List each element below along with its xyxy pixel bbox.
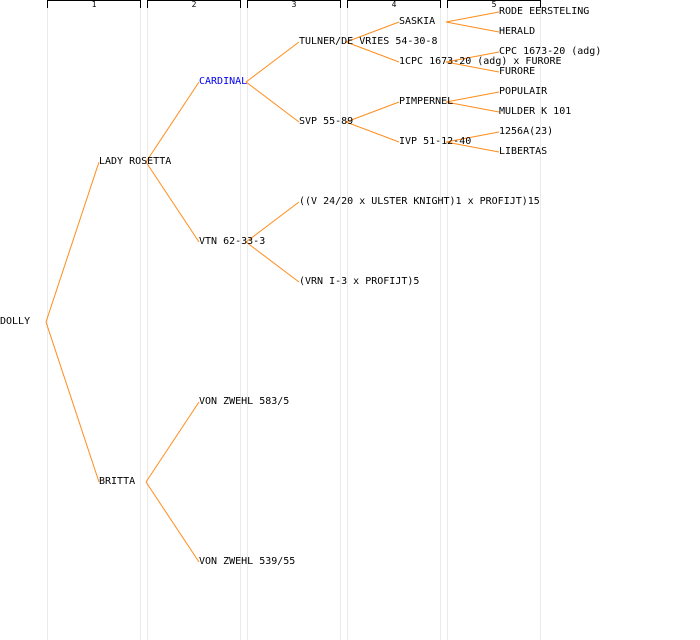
generation-column-4: [347, 0, 441, 640]
node-g4-1[interactable]: SASKIA: [399, 16, 436, 27]
pedigree-link: [145, 481, 200, 563]
node-g5-3[interactable]: CPC 1673-20 (adg): [499, 46, 602, 57]
node-g4-2[interactable]: 1CPC 1673-20 (adg) x FURORE: [399, 56, 562, 67]
pedigree-link: [445, 61, 500, 73]
pedigree-link: [345, 121, 400, 143]
generation-column-2: [147, 0, 241, 640]
pedigree-link: [245, 81, 300, 123]
generation-column-1: [47, 0, 141, 640]
generation-header-4: 4: [347, 0, 441, 9]
generation-header-1: 1: [47, 0, 141, 9]
pedigree-link: [445, 51, 500, 63]
pedigree-link: [245, 201, 300, 243]
node-g3-4[interactable]: (VRN I-3 x PROFIJT)5: [299, 276, 420, 287]
pedigree-link: [445, 91, 500, 103]
node-g2-4[interactable]: VON ZWEHL 539/55: [199, 556, 296, 567]
pedigree-link: [45, 321, 100, 483]
pedigree-link: [345, 21, 400, 43]
pedigree-link: [345, 101, 400, 123]
node-g5-1[interactable]: RODE EERSTELING: [499, 6, 590, 17]
pedigree-link: [145, 81, 200, 163]
pedigree-link: [445, 101, 500, 113]
node-g3-1[interactable]: TULNER/DE VRIES 54-30-8: [299, 36, 438, 47]
node-g2-2[interactable]: VTN 62-33-3: [199, 236, 266, 247]
node-g4-4[interactable]: IVP 51-12-40: [399, 136, 472, 147]
pedigree-link: [445, 131, 500, 143]
pedigree-link: [145, 401, 200, 483]
generation-header-3: 3: [247, 0, 341, 9]
generation-header-5: 5: [447, 0, 541, 9]
node-g2-1[interactable]: CARDINAL: [199, 76, 248, 87]
node-root[interactable]: DOLLY: [0, 316, 31, 327]
node-g2-3[interactable]: VON ZWEHL 583/5: [199, 396, 290, 407]
pedigree-link: [445, 141, 500, 153]
pedigree-link: [245, 41, 300, 83]
generation-column-5: [447, 0, 541, 640]
node-g5-7[interactable]: 1256A(23): [499, 126, 554, 137]
pedigree-link: [45, 161, 100, 323]
node-g5-2[interactable]: HERALD: [499, 26, 536, 37]
node-dam[interactable]: BRITTA: [99, 476, 136, 487]
node-sire[interactable]: LADY ROSETTA: [99, 156, 172, 167]
node-g5-8[interactable]: LIBERTAS: [499, 146, 548, 157]
pedigree-link: [345, 41, 400, 63]
pedigree-link: [145, 161, 200, 243]
pedigree-link: [245, 241, 300, 283]
node-g4-3[interactable]: PIMPERNEL: [399, 96, 454, 107]
node-g5-4[interactable]: FURORE: [499, 66, 536, 77]
node-g3-3[interactable]: ((V 24/20 x ULSTER KNIGHT)1 x PROFIJT)15: [299, 196, 540, 207]
node-g5-5[interactable]: POPULAIR: [499, 86, 548, 97]
node-g5-6[interactable]: MULDER K 101: [499, 106, 572, 117]
generation-header-2: 2: [147, 0, 241, 9]
node-g3-2[interactable]: SVP 55-89: [299, 116, 354, 127]
pedigree-link: [445, 21, 500, 33]
pedigree-link: [445, 11, 500, 23]
generation-column-3: [247, 0, 341, 640]
